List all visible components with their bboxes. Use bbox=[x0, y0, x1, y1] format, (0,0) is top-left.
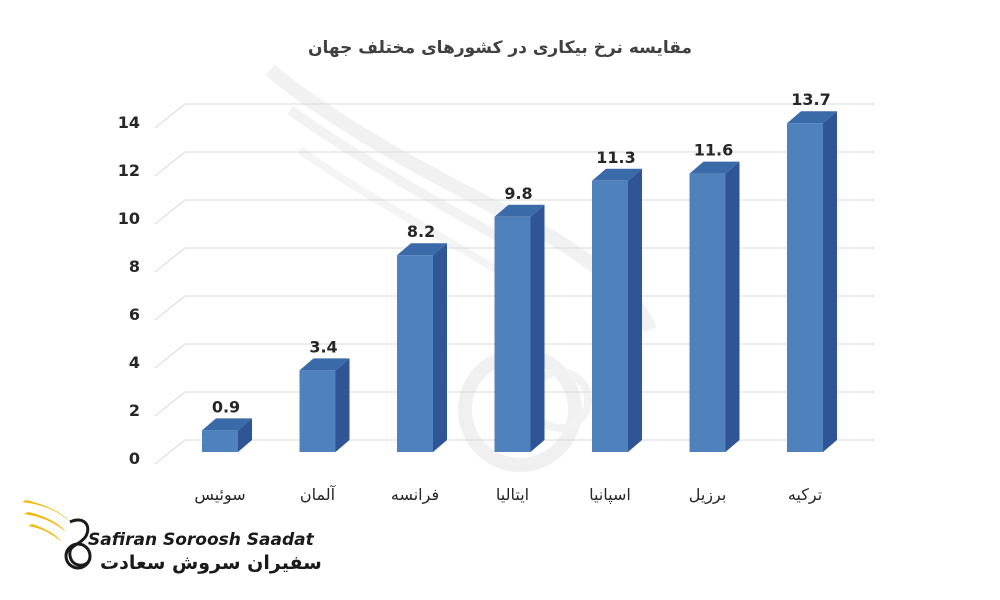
y-tick-label: 4 bbox=[129, 353, 140, 372]
data-label: 3.4 bbox=[309, 337, 337, 356]
category-label: سوئیس bbox=[194, 485, 245, 505]
bar bbox=[202, 418, 252, 452]
bar bbox=[397, 243, 447, 452]
chart-title: مقایسه نرخ بیکاری در کشورهای مختلف جهان bbox=[308, 38, 692, 58]
bar bbox=[787, 111, 837, 452]
gridline bbox=[154, 247, 875, 273]
gridline bbox=[154, 151, 875, 177]
category-label: ترکیه bbox=[788, 485, 822, 505]
gridline bbox=[154, 391, 875, 417]
bar bbox=[494, 204, 545, 452]
category-label: فرانسه bbox=[391, 485, 439, 505]
y-tick-label: 12 bbox=[118, 161, 140, 180]
category-label: برزیل bbox=[689, 485, 727, 505]
bar bbox=[299, 358, 350, 452]
data-label: 0.9 bbox=[212, 397, 240, 416]
y-tick-label: 14 bbox=[118, 113, 140, 132]
data-label: 11.3 bbox=[596, 148, 635, 167]
data-label: 9.8 bbox=[504, 184, 532, 203]
data-label: 8.2 bbox=[407, 222, 435, 241]
gridline bbox=[154, 343, 875, 369]
swan-icon bbox=[22, 500, 92, 570]
category-label: ایتالیا bbox=[496, 485, 529, 504]
bar bbox=[689, 161, 740, 452]
gridline bbox=[154, 199, 875, 225]
category-label: آلمان bbox=[300, 485, 337, 504]
gridline bbox=[154, 295, 875, 321]
data-label: 11.6 bbox=[694, 141, 733, 160]
y-tick-label: 10 bbox=[118, 209, 140, 228]
data-label: 13.7 bbox=[791, 90, 830, 109]
y-tick-label: 2 bbox=[129, 401, 140, 420]
company-logo: Safiran Soroosh Saadat سفیران سروش سعادت bbox=[20, 494, 322, 584]
bar bbox=[592, 168, 642, 453]
y-tick-label: 6 bbox=[129, 305, 140, 324]
logo-latin-text: Safiran Soroosh Saadat bbox=[88, 530, 314, 550]
y-tick-label: 8 bbox=[129, 257, 140, 276]
logo-persian-text: سفیران سروش سعادت bbox=[100, 552, 322, 574]
gridline bbox=[154, 439, 875, 465]
y-tick-label: 0 bbox=[129, 449, 140, 468]
category-label: اسپانیا bbox=[589, 485, 631, 505]
gridline bbox=[154, 103, 875, 129]
